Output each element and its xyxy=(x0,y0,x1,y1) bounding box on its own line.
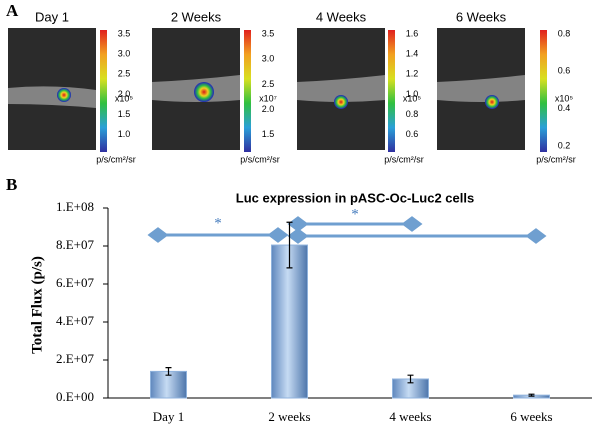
mouse-tail xyxy=(437,75,525,102)
colorbar-tick-label: 2.5 xyxy=(118,69,131,79)
colorbar-tick-label: 0.4 xyxy=(558,103,571,113)
colorbar-tick-label: 3.5 xyxy=(262,28,275,38)
colorbar-scale: x10⁷ xyxy=(259,93,277,103)
colorbar-tick-label: 1.2 xyxy=(406,69,419,79)
colorbar-tick-label: 2.0 xyxy=(262,104,275,114)
bar xyxy=(150,370,187,399)
colorbar-scale: x10⁵ xyxy=(403,93,422,103)
signal xyxy=(57,88,71,102)
x-tick-label: 6 weeks xyxy=(510,409,552,424)
error-bar xyxy=(165,367,172,376)
x-tick-label: Day 1 xyxy=(153,409,184,424)
mouse-tail xyxy=(8,86,96,108)
colorbar xyxy=(244,30,251,152)
error-bar xyxy=(407,374,414,384)
image-title: Day 1 xyxy=(35,9,69,24)
colorbar-scale: x10⁵ xyxy=(115,93,134,103)
colorbar-tick-label: 0.8 xyxy=(558,28,571,38)
error-bar xyxy=(286,221,293,269)
colorbar-tick-label: 1.5 xyxy=(262,129,275,139)
colorbar-unit: p/s/cm²/sr xyxy=(240,154,280,164)
panel-label: B xyxy=(6,175,17,194)
colorbar-tick-label: 2.5 xyxy=(262,79,275,89)
colorbar xyxy=(100,30,107,152)
colorbar-unit: p/s/cm²/sr xyxy=(536,154,576,164)
panel-label: A xyxy=(6,1,19,20)
signal xyxy=(194,82,214,102)
x-tick-label: 2 weeks xyxy=(268,409,310,424)
colorbar-tick-label: 1.0 xyxy=(406,89,419,99)
colorbar-tick-label: 1.5 xyxy=(118,109,131,119)
colorbar-tick-label: 1.6 xyxy=(406,28,419,38)
colorbar-tick-label: 3.5 xyxy=(118,28,131,38)
colorbar-tick-label: 3.0 xyxy=(118,49,131,59)
signal xyxy=(334,95,348,109)
bar xyxy=(271,244,308,399)
x-tick-label: 4 weeks xyxy=(389,409,431,424)
colorbar-tick-label: 3.0 xyxy=(262,54,275,64)
colorbar-tick-label: 2.0 xyxy=(118,89,131,99)
colorbar xyxy=(540,30,547,152)
significance-brackets xyxy=(147,216,547,244)
image-title: 2 Weeks xyxy=(171,9,222,24)
error-bar xyxy=(528,393,535,397)
y-tick-label: 6.E+07 xyxy=(56,275,95,290)
colorbar-tick-label: 0.6 xyxy=(558,66,571,76)
image-title: 6 Weeks xyxy=(456,9,507,24)
colorbar-tick-label: 1.0 xyxy=(118,129,131,139)
image-title: 4 Weeks xyxy=(316,9,367,24)
y-tick-label: 0.E+00 xyxy=(56,389,94,404)
significance-star: * xyxy=(351,206,359,222)
colorbar-unit: p/s/cm²/sr xyxy=(384,154,424,164)
colorbar-tick-label: 0.8 xyxy=(406,109,419,119)
mouse-tail xyxy=(297,75,385,102)
y-tick-label: 4.E+07 xyxy=(56,313,95,328)
colorbar-scale: x10⁵ xyxy=(555,93,574,103)
chart-title: Luc expression in pASC-Oc-Luc2 cells xyxy=(236,190,474,205)
y-axis-label: Total Flux (p/s) xyxy=(29,256,45,354)
y-tick-label: 1.E+08 xyxy=(56,199,94,214)
colorbar-tick-label: 0.6 xyxy=(406,129,419,139)
colorbar-tick-label: 1.4 xyxy=(406,49,419,59)
colorbar-tick-label: 0.2 xyxy=(558,140,571,150)
signal xyxy=(485,95,499,109)
colorbar xyxy=(388,30,395,152)
colorbar-unit: p/s/cm²/sr xyxy=(96,154,136,164)
y-tick-label: 2.E+07 xyxy=(56,351,95,366)
significance-star: * xyxy=(214,215,222,231)
y-tick-label: 8.E+07 xyxy=(56,237,95,252)
